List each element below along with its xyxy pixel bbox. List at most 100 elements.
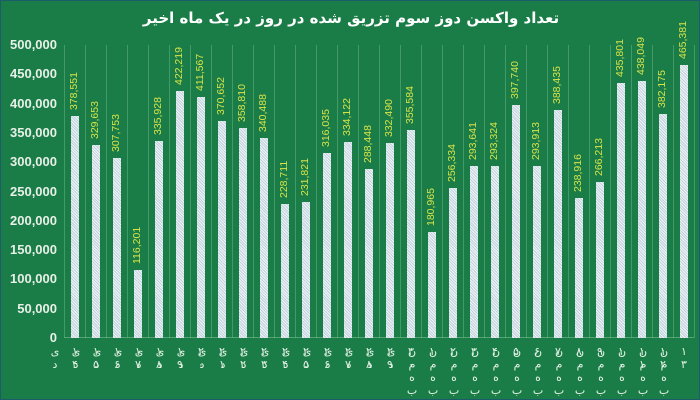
grid-line bbox=[358, 45, 359, 338]
grid-line bbox=[190, 45, 191, 338]
x-tick-label: ۳۰ دی bbox=[384, 345, 418, 371]
bar bbox=[196, 96, 205, 338]
value-label: 116,201 bbox=[130, 226, 143, 264]
x-tick-label: ۸ بهمن bbox=[552, 345, 586, 397]
grid-line bbox=[232, 45, 233, 338]
x-tick-label: ۱۲ بهمن bbox=[636, 345, 670, 397]
grid-line bbox=[547, 45, 548, 338]
x-tick-label: ۱۵ دی bbox=[69, 345, 103, 371]
x-tick-label: ۲۵ دی bbox=[279, 345, 313, 371]
grid-line bbox=[589, 45, 590, 338]
grid-line bbox=[673, 45, 674, 338]
x-tick-label: ۲۴ دی bbox=[258, 345, 292, 371]
value-label: 388,435 bbox=[550, 66, 563, 105]
x-tick-label: ۹ بهمن bbox=[573, 345, 607, 397]
x-tick-label: ۷ بهمن bbox=[531, 345, 565, 397]
bar bbox=[658, 114, 667, 338]
value-label: 180,965 bbox=[424, 187, 437, 226]
y-tick-label: 300,000 bbox=[10, 154, 57, 170]
grid-line bbox=[652, 45, 653, 338]
grid-line bbox=[694, 45, 695, 338]
x-tick-label: ۱۰ بهمن bbox=[594, 345, 628, 397]
bar bbox=[175, 90, 184, 338]
grid-line bbox=[211, 45, 212, 338]
value-label: 231,821 bbox=[298, 158, 311, 197]
bar bbox=[406, 129, 415, 338]
value-label: 334,122 bbox=[340, 98, 353, 137]
value-label: 293,913 bbox=[529, 121, 542, 160]
x-tick-label: ۱۸ دی bbox=[132, 345, 166, 371]
x-tick-label: ۴ بهمن bbox=[468, 345, 502, 397]
value-label: 307,753 bbox=[109, 113, 122, 152]
bar bbox=[154, 141, 163, 338]
value-label: 465,381 bbox=[676, 21, 689, 60]
value-label: 378,551 bbox=[67, 72, 80, 111]
x-tick-label: ۱۷ دی bbox=[111, 345, 145, 371]
x-tick-label: ۲۳ دی bbox=[237, 345, 271, 371]
y-tick-label: 150,000 bbox=[10, 242, 57, 258]
x-tick-label: ۲۰ دی bbox=[174, 345, 208, 371]
grid-line bbox=[463, 45, 464, 338]
bar bbox=[301, 202, 310, 338]
grid-line bbox=[484, 45, 485, 338]
y-tick-label: 250,000 bbox=[10, 183, 57, 199]
grid-line bbox=[610, 45, 611, 338]
grid-line bbox=[421, 45, 422, 338]
value-label: 397,740 bbox=[508, 60, 521, 99]
bar bbox=[574, 198, 583, 338]
y-tick-label: 200,000 bbox=[10, 212, 57, 228]
value-label: 316,035 bbox=[319, 108, 332, 147]
value-label: 293,324 bbox=[487, 122, 500, 161]
x-tick-label: ۲۹ دی bbox=[363, 345, 397, 371]
x-tick-label: ۱۳ بهمن bbox=[657, 345, 691, 397]
grid-line bbox=[337, 45, 338, 338]
value-label: 288,448 bbox=[361, 125, 374, 163]
value-label: 382,175 bbox=[655, 70, 668, 109]
grid-line bbox=[169, 45, 170, 338]
x-tick-label: ۲۷ دی bbox=[321, 345, 355, 371]
bar bbox=[616, 82, 625, 338]
bar bbox=[112, 157, 121, 338]
y-tick-label: 350,000 bbox=[10, 124, 57, 140]
grid-line bbox=[64, 45, 65, 338]
grid-line bbox=[274, 45, 275, 338]
grid-line bbox=[568, 45, 569, 338]
grid-line bbox=[379, 45, 380, 338]
grid-line bbox=[85, 45, 86, 338]
bar bbox=[385, 143, 394, 338]
value-label: 329,653 bbox=[88, 100, 101, 139]
value-label: 411,567 bbox=[193, 53, 206, 91]
value-label: 293,641 bbox=[466, 121, 479, 160]
bar bbox=[427, 231, 436, 338]
x-tick-label: ۲۲ دی bbox=[216, 345, 250, 371]
bar bbox=[238, 127, 247, 338]
grid-line bbox=[106, 45, 107, 338]
grid-line bbox=[127, 45, 128, 338]
bar bbox=[511, 104, 520, 338]
value-label: 435,801 bbox=[613, 38, 626, 77]
bar bbox=[91, 144, 100, 338]
plot-area bbox=[64, 45, 695, 338]
value-label: 355,584 bbox=[403, 85, 416, 124]
x-tick-label: ۳ بهمن bbox=[447, 345, 481, 397]
chart-title: تعداد واکسن دوز سوم تزریق شده در روز در … bbox=[142, 9, 560, 27]
value-label: 256,334 bbox=[445, 143, 458, 182]
x-axis-line bbox=[64, 337, 694, 338]
value-label: 422,219 bbox=[172, 46, 185, 85]
bar bbox=[280, 203, 289, 338]
y-tick-label: 100,000 bbox=[10, 271, 57, 287]
value-label: 266,213 bbox=[592, 138, 605, 176]
value-label: 370,652 bbox=[214, 76, 227, 115]
value-label: 238,916 bbox=[571, 154, 584, 192]
bar bbox=[343, 142, 352, 338]
bar bbox=[448, 187, 457, 338]
bar bbox=[70, 116, 79, 338]
grid-line bbox=[295, 45, 296, 338]
value-label: 340,488 bbox=[256, 94, 269, 133]
value-label: 358,810 bbox=[235, 83, 248, 122]
grid-line bbox=[442, 45, 443, 338]
bar bbox=[553, 110, 562, 338]
bar bbox=[679, 65, 688, 338]
grid-line bbox=[253, 45, 254, 338]
